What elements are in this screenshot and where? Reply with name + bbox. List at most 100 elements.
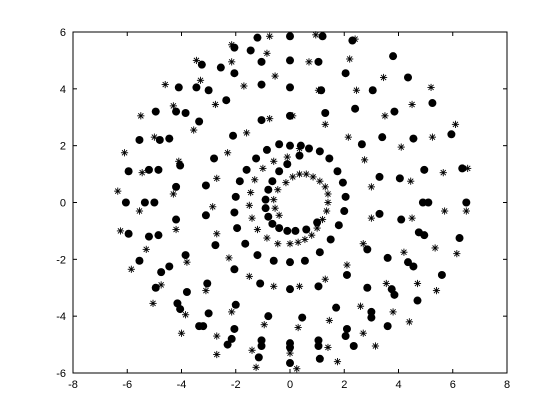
star-point [389, 52, 397, 60]
star-point [286, 349, 294, 357]
x-tick-label: -6 [122, 379, 132, 391]
star-point [313, 224, 321, 232]
star-point [360, 156, 369, 164]
dot-point [313, 218, 322, 227]
dot-point [176, 161, 185, 170]
star-point [295, 282, 304, 290]
star-point [271, 204, 279, 212]
dot-point [383, 322, 392, 331]
star-point [175, 157, 183, 165]
dot-point [233, 224, 242, 233]
star-point [343, 261, 351, 269]
star-point [283, 153, 291, 161]
dot-point [315, 354, 324, 363]
star-point [183, 258, 191, 266]
plot-background [73, 32, 507, 373]
star-point [400, 248, 408, 256]
star-point [228, 41, 236, 49]
star-point [245, 201, 253, 209]
dot-point [286, 285, 294, 294]
star-point [161, 80, 169, 89]
star-point [120, 149, 129, 157]
dot-point [242, 165, 251, 174]
y-tick-label: -2 [56, 254, 66, 266]
star-point [213, 350, 221, 359]
star-point [286, 240, 294, 248]
star-point [289, 173, 297, 181]
dot-point [181, 108, 190, 117]
star-point [305, 58, 313, 66]
star-point [309, 173, 317, 181]
dot-point [204, 309, 213, 318]
dot-point [321, 108, 330, 117]
star-point [405, 318, 413, 326]
star-point [282, 179, 290, 187]
dot-point [275, 224, 284, 233]
x-tick-label: 6 [450, 379, 456, 391]
dot-point [261, 195, 270, 204]
dot-point [174, 83, 183, 92]
star-point [192, 56, 201, 65]
dot-point [304, 144, 313, 153]
dot-point [462, 198, 471, 207]
star-point [325, 316, 333, 325]
dot-point [286, 359, 294, 368]
star-point [382, 279, 390, 288]
star-point [381, 112, 389, 120]
dot-point [256, 279, 265, 288]
dot-point [334, 221, 343, 230]
dot-point [409, 262, 418, 271]
dot-point [447, 130, 456, 139]
dot-point [172, 182, 181, 191]
star-point [397, 143, 405, 151]
dot-point [201, 181, 210, 190]
dot-point [241, 239, 250, 248]
y-tick-label: 6 [60, 27, 66, 39]
dot-point [155, 135, 164, 144]
dot-point [231, 300, 240, 309]
dot-point [403, 258, 412, 267]
dot-point [230, 208, 239, 217]
dot-point [458, 164, 467, 173]
star-point [190, 126, 198, 134]
dot-point [253, 251, 262, 260]
star-point [169, 102, 177, 110]
dot-point [172, 215, 181, 224]
dot-point [314, 336, 323, 345]
x-tick-label: 2 [341, 379, 347, 391]
dot-point [341, 69, 350, 78]
star-point [251, 176, 259, 184]
star-point [243, 129, 251, 137]
y-tick-label: 0 [60, 198, 66, 210]
dot-point [314, 57, 323, 66]
dot-point [420, 165, 429, 174]
y-tick-label: 4 [60, 84, 66, 96]
star-point [294, 323, 302, 332]
star-point [352, 86, 361, 94]
star-point [453, 250, 461, 258]
dot-point [268, 219, 277, 228]
dot-point [342, 324, 351, 333]
dot-point [333, 167, 342, 176]
dot-point [283, 226, 292, 235]
y-tick-label: 2 [60, 141, 66, 153]
star-point [295, 144, 304, 153]
star-point [181, 311, 190, 319]
star-point [271, 72, 279, 80]
star-point [247, 188, 255, 197]
dot-point [253, 33, 262, 42]
dot-point [341, 332, 350, 341]
star-point [359, 240, 367, 248]
star-point [351, 35, 359, 43]
dot-point [261, 204, 270, 213]
dot-point [165, 134, 174, 143]
dot-point [367, 313, 376, 322]
dot-point [135, 256, 144, 265]
dot-point [151, 283, 160, 292]
star-point [464, 164, 472, 172]
star-point [211, 100, 220, 109]
dot-point [222, 96, 231, 105]
dot-point [246, 46, 255, 55]
star-point [157, 281, 165, 289]
